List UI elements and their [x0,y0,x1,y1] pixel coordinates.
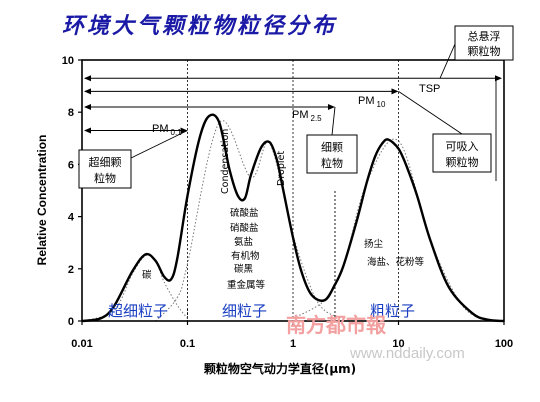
box-tsp-line2: 颗粒物 [468,44,501,58]
mode-dotted-curves [81,120,488,322]
range-arrow-left-0 [84,127,91,134]
box-ultrafine: 超细颗 粒物 [78,149,132,189]
pm01-label: PM 0.1 [152,123,182,137]
box-fine-line2: 粒物 [321,156,343,170]
x-tick-label-100: 100 [495,338,513,350]
box-ultrafine-line2: 粒物 [94,171,116,185]
box-fine: 细颗 粒物 [306,134,358,174]
leader-ultrafine [130,130,188,159]
box-inhalable: 可吸入 颗粒物 [432,133,492,173]
x-tick-label-10: 10 [392,338,404,350]
site-url: www.nddaily.com [349,345,465,362]
y-tick-label-6: 6 [68,159,74,171]
range-arrow-right-2 [391,88,399,95]
y-tick-label-8: 8 [68,107,74,119]
fine-component-3: 氨盐 [234,236,254,248]
y-axis-title: Relative Concentration [35,135,49,266]
mode-curve-0 [81,254,188,322]
distribution-curve [81,113,505,323]
pm25-label: PM 2.5 [292,109,322,123]
x-tick-label-0.01: 0.01 [71,338,92,350]
range-arrow-right-1 [327,103,335,110]
x-axis-title: 颗粒物空气动力学直径(μm) [204,361,356,376]
mode-fine-label: 细粒子 [222,302,267,320]
fine-component-1: 硫酸盐 [230,207,259,219]
fine-component-5: 碳黑 [234,263,254,275]
box-inhalable-line1: 可吸入 [446,140,479,153]
y-tick-label-10: 10 [62,55,74,67]
box-total-suspended: 总悬浮 颗粒物 [454,25,514,61]
box-fine-line1: 细颗 [321,141,343,154]
mode-ultrafine-label: 超细粒子 [108,302,168,320]
leader-fine [331,106,336,136]
distribution-line [81,113,505,323]
tsp-label: TSP [419,83,440,95]
box-ultrafine-line1: 超细颗 [89,155,122,169]
droplet-label: Droplet [276,151,287,186]
coarse-component-2: 海盐、花粉等 [367,256,425,268]
size-range-arrows [84,43,502,321]
x-tick-label-0.1: 0.1 [180,338,195,350]
y-tick-label-2: 2 [68,264,74,276]
y-tick-label-0: 0 [68,316,74,328]
chart-title: 环境大气颗粒物粒径分布 [62,14,338,39]
x-tick-label-1: 1 [290,338,296,350]
fine-component-2: 硝酸盐 [230,222,259,234]
fine-component-6: 重金属等 [227,279,266,291]
y-tick-label-4: 4 [68,212,75,224]
box-inhalable-line2: 颗粒物 [446,155,479,169]
fine-component-4: 有机物 [231,250,260,262]
mode-coarse-label: 粗粒子 [370,302,415,320]
coarse-component-1: 扬尘 [364,238,384,250]
range-arrow-right-0 [180,127,188,134]
range-arrow-right-3 [495,75,502,82]
leader-tsp [439,43,456,79]
mode-curve-1 [155,120,344,322]
range-arrow-left-1 [84,103,91,110]
watermark-text: 南方都市報 [286,313,387,337]
range-arrow-left-3 [84,75,91,82]
carbon-label: 碳 [142,269,152,281]
condensation-label: Condensation [220,129,231,194]
grid-lines [187,60,399,321]
range-arrow-left-2 [84,88,91,95]
pm10-label: PM 10 [358,95,386,109]
box-tsp-line1: 总悬浮 [468,29,501,43]
leader-inhalable [398,90,463,135]
chart-axes: 0 2 4 6 8 10 0.01 0.1 1 10 100 [62,55,513,350]
